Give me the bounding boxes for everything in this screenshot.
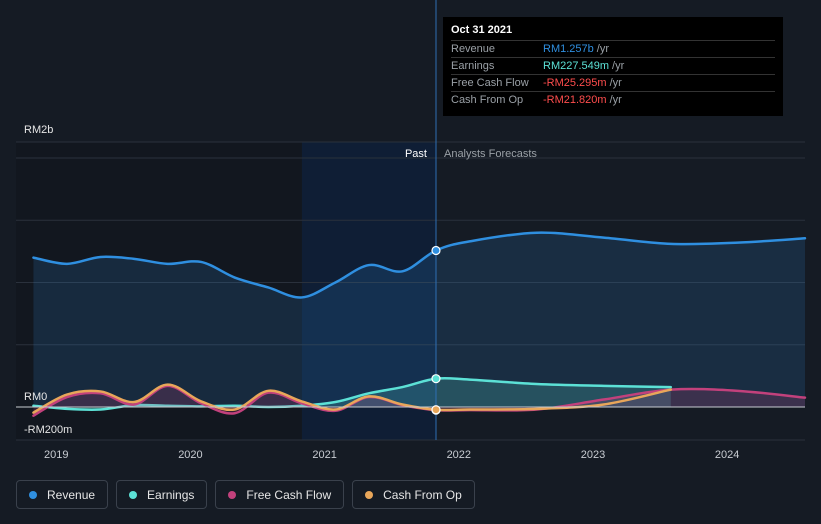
x-tick-label: 2022 bbox=[447, 449, 471, 461]
tooltip-row-cash-from-op: Cash From Op -RM21.820m /yr bbox=[451, 91, 775, 108]
legend-item-cash-from-op[interactable]: Cash From Op bbox=[352, 480, 475, 509]
tooltip-value: -RM21.820m bbox=[543, 94, 607, 106]
tooltip-label: Cash From Op bbox=[451, 94, 524, 106]
y-tick-label: RM0 bbox=[24, 391, 47, 403]
cash-from-op-marker bbox=[431, 405, 441, 415]
revenue-area bbox=[33, 232, 806, 407]
tooltip-label: Free Cash Flow bbox=[451, 77, 529, 89]
revenue-marker bbox=[431, 245, 441, 256]
x-tick-label: 2021 bbox=[312, 449, 336, 461]
cash-from-op-line bbox=[32, 383, 673, 414]
revenue-line bbox=[32, 231, 807, 299]
x-tick-label: 2019 bbox=[44, 449, 68, 461]
chart-legend: Revenue Earnings Free Cash Flow Cash Fro… bbox=[16, 480, 475, 509]
tooltip-value: RM227.549m bbox=[543, 60, 610, 72]
tooltip-unit: /yr bbox=[596, 43, 609, 55]
tooltip-row-earnings: Earnings RM227.549m /yr bbox=[451, 57, 775, 74]
tooltip-row-free-cash-flow: Free Cash Flow -RM25.295m /yr bbox=[451, 74, 775, 91]
x-tick-label: 2020 bbox=[178, 449, 202, 461]
legend-dot-icon bbox=[228, 490, 237, 499]
tooltip-unit: /yr bbox=[609, 77, 622, 89]
forecast-label: Analysts Forecasts bbox=[444, 148, 537, 160]
earnings-line bbox=[32, 376, 673, 411]
tooltip-label: Earnings bbox=[451, 60, 495, 72]
legend-item-free-cash-flow[interactable]: Free Cash Flow bbox=[215, 480, 345, 509]
legend-label: Revenue bbox=[47, 487, 96, 502]
earnings-marker bbox=[431, 374, 441, 384]
earnings-revenue-chart: RM2b RM0 -RM200m 2019 2020 2021 2022 2023 2024 Pa… bbox=[16, 0, 807, 461]
x-tick-label: 2023 bbox=[581, 449, 605, 461]
legend-label: Free Cash Flow bbox=[246, 487, 332, 502]
y-tick-label: -RM200m bbox=[24, 424, 72, 436]
legend-dot-icon bbox=[129, 490, 138, 499]
tooltip-row-revenue: Revenue RM1.257b /yr bbox=[451, 40, 775, 57]
tooltip-unit: /yr bbox=[612, 60, 625, 72]
legend-dot-icon bbox=[365, 490, 374, 499]
data-tooltip: Oct 31 2021 Revenue RM1.257b /yr Earning… bbox=[443, 17, 783, 116]
tooltip-unit: /yr bbox=[609, 94, 622, 106]
legend-label: Earnings bbox=[147, 487, 195, 502]
earnings-area bbox=[33, 378, 671, 410]
tooltip-label: Revenue bbox=[451, 43, 496, 55]
legend-item-earnings[interactable]: Earnings bbox=[116, 480, 208, 509]
legend-dot-icon bbox=[29, 490, 37, 499]
tooltip-value: RM1.257b bbox=[543, 43, 594, 55]
past-region bbox=[301, 142, 436, 440]
x-tick-label: 2024 bbox=[715, 449, 739, 461]
past-label: Past bbox=[405, 148, 427, 160]
tooltip-date: Oct 31 2021 bbox=[451, 24, 513, 36]
tooltip-value: -RM25.295m bbox=[543, 77, 607, 89]
y-tick-label: RM2b bbox=[24, 124, 53, 136]
legend-label: Cash From Op bbox=[383, 487, 462, 502]
legend-item-revenue[interactable]: Revenue bbox=[16, 480, 109, 509]
free-cash-flow-area bbox=[33, 385, 806, 416]
